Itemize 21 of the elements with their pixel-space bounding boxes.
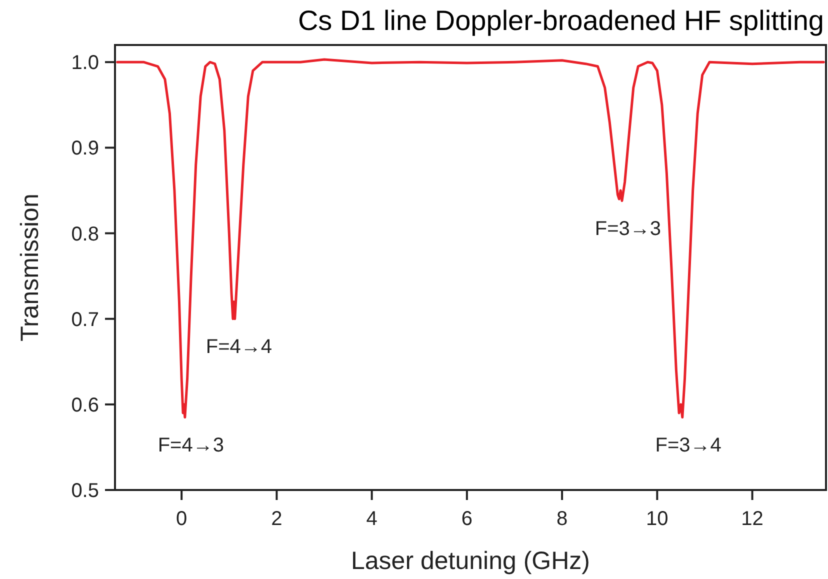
- y-tick-label: 0.5: [71, 480, 99, 502]
- x-tick-label: 6: [461, 508, 472, 530]
- y-tick-label: 1.0: [71, 52, 99, 74]
- annotation: F=4→4: [206, 336, 272, 358]
- y-tick-label: 0.6: [71, 394, 99, 416]
- x-tick-label: 12: [741, 508, 764, 530]
- x-axis-title: Laser detuning (GHz): [350, 547, 590, 575]
- annotation: F=3→4: [655, 434, 722, 456]
- annotation: F=3→3: [594, 218, 662, 240]
- y-axis-title: Transmission: [16, 194, 44, 342]
- line-series: [116, 58, 825, 419]
- x-tick-label: 10: [646, 508, 668, 530]
- annotation: F=4→3: [158, 434, 224, 456]
- x-tick-label: 2: [271, 508, 282, 530]
- y-tick-label: 0.8: [71, 223, 99, 246]
- chart-title: Cs D1 line Doppler-broadened HF splitting: [298, 5, 824, 36]
- x-tick-label: 8: [556, 508, 568, 530]
- y-tick-label: 0.7: [71, 308, 99, 331]
- x-tick-label: 4: [366, 508, 378, 530]
- y-tick-label: 0.9: [71, 138, 99, 160]
- x-tick-label: 0: [176, 508, 188, 530]
